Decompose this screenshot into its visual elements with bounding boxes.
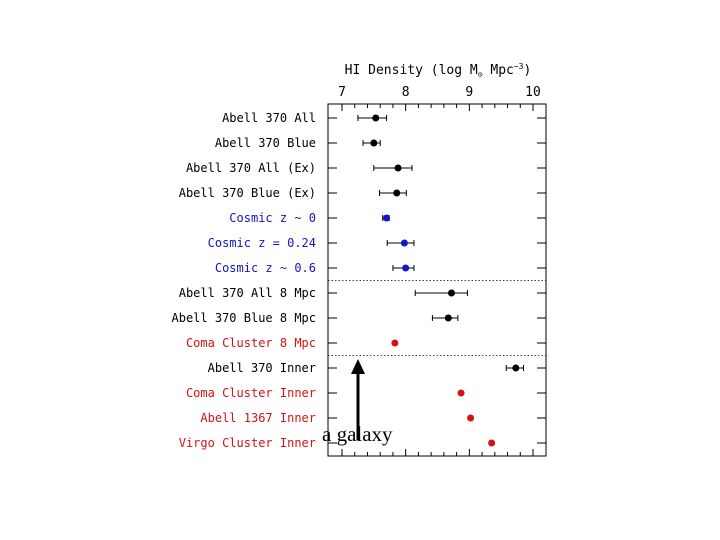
data-point <box>370 139 378 147</box>
row-label: Abell 370 All 8 Mpc <box>179 286 316 300</box>
row-label: Abell 370 Blue (Ex) <box>179 186 316 200</box>
data-point <box>394 164 402 172</box>
row-label: Coma Cluster 8 Mpc <box>186 336 316 350</box>
x-axis-ticks: 7 8 9 10 <box>338 85 541 456</box>
data-point <box>402 264 410 272</box>
row-label: Virgo Cluster Inner <box>179 436 316 450</box>
x-tick-label: 8 <box>402 85 410 100</box>
row-label: Abell 370 All <box>222 111 316 125</box>
data-point <box>444 314 452 322</box>
row-label: Cosmic z ~ 0 <box>229 211 316 225</box>
data-point <box>383 214 391 222</box>
data-point <box>512 364 520 372</box>
row-label: Cosmic z ~ 0.6 <box>215 261 316 275</box>
data-point <box>448 289 456 297</box>
chart-rows: Abell 370 All Abell 370 Blue Abell 370 All… <box>172 111 546 450</box>
x-tick-label: 9 <box>465 85 473 100</box>
plot-frame <box>327 103 547 457</box>
chart-title: HI Density (log M⊙ Mpc−3) <box>345 62 532 79</box>
data-point <box>391 339 399 347</box>
x-tick-label: 10 <box>525 85 541 100</box>
annotation-arrow-head <box>351 359 365 374</box>
galaxy-annotation: a galaxy <box>322 359 393 446</box>
annotation-text: a galaxy <box>322 422 393 446</box>
data-point <box>372 114 380 122</box>
row-label: Cosmic z = 0.24 <box>208 236 316 250</box>
row-label: Abell 370 Blue <box>215 136 316 150</box>
data-point <box>467 414 475 422</box>
row-label: Abell 370 Inner <box>208 361 316 375</box>
row-label: Abell 370 All (Ex) <box>186 161 316 175</box>
row-label: Abell 1367 Inner <box>200 411 316 425</box>
data-point <box>393 189 401 197</box>
row-label: Coma Cluster Inner <box>186 386 316 400</box>
data-point <box>457 389 465 397</box>
row-label: Abell 370 Blue 8 Mpc <box>172 311 317 325</box>
x-tick-label: 7 <box>338 85 346 100</box>
separator-lines <box>328 280 546 356</box>
data-point <box>400 239 408 247</box>
data-point <box>488 439 496 447</box>
